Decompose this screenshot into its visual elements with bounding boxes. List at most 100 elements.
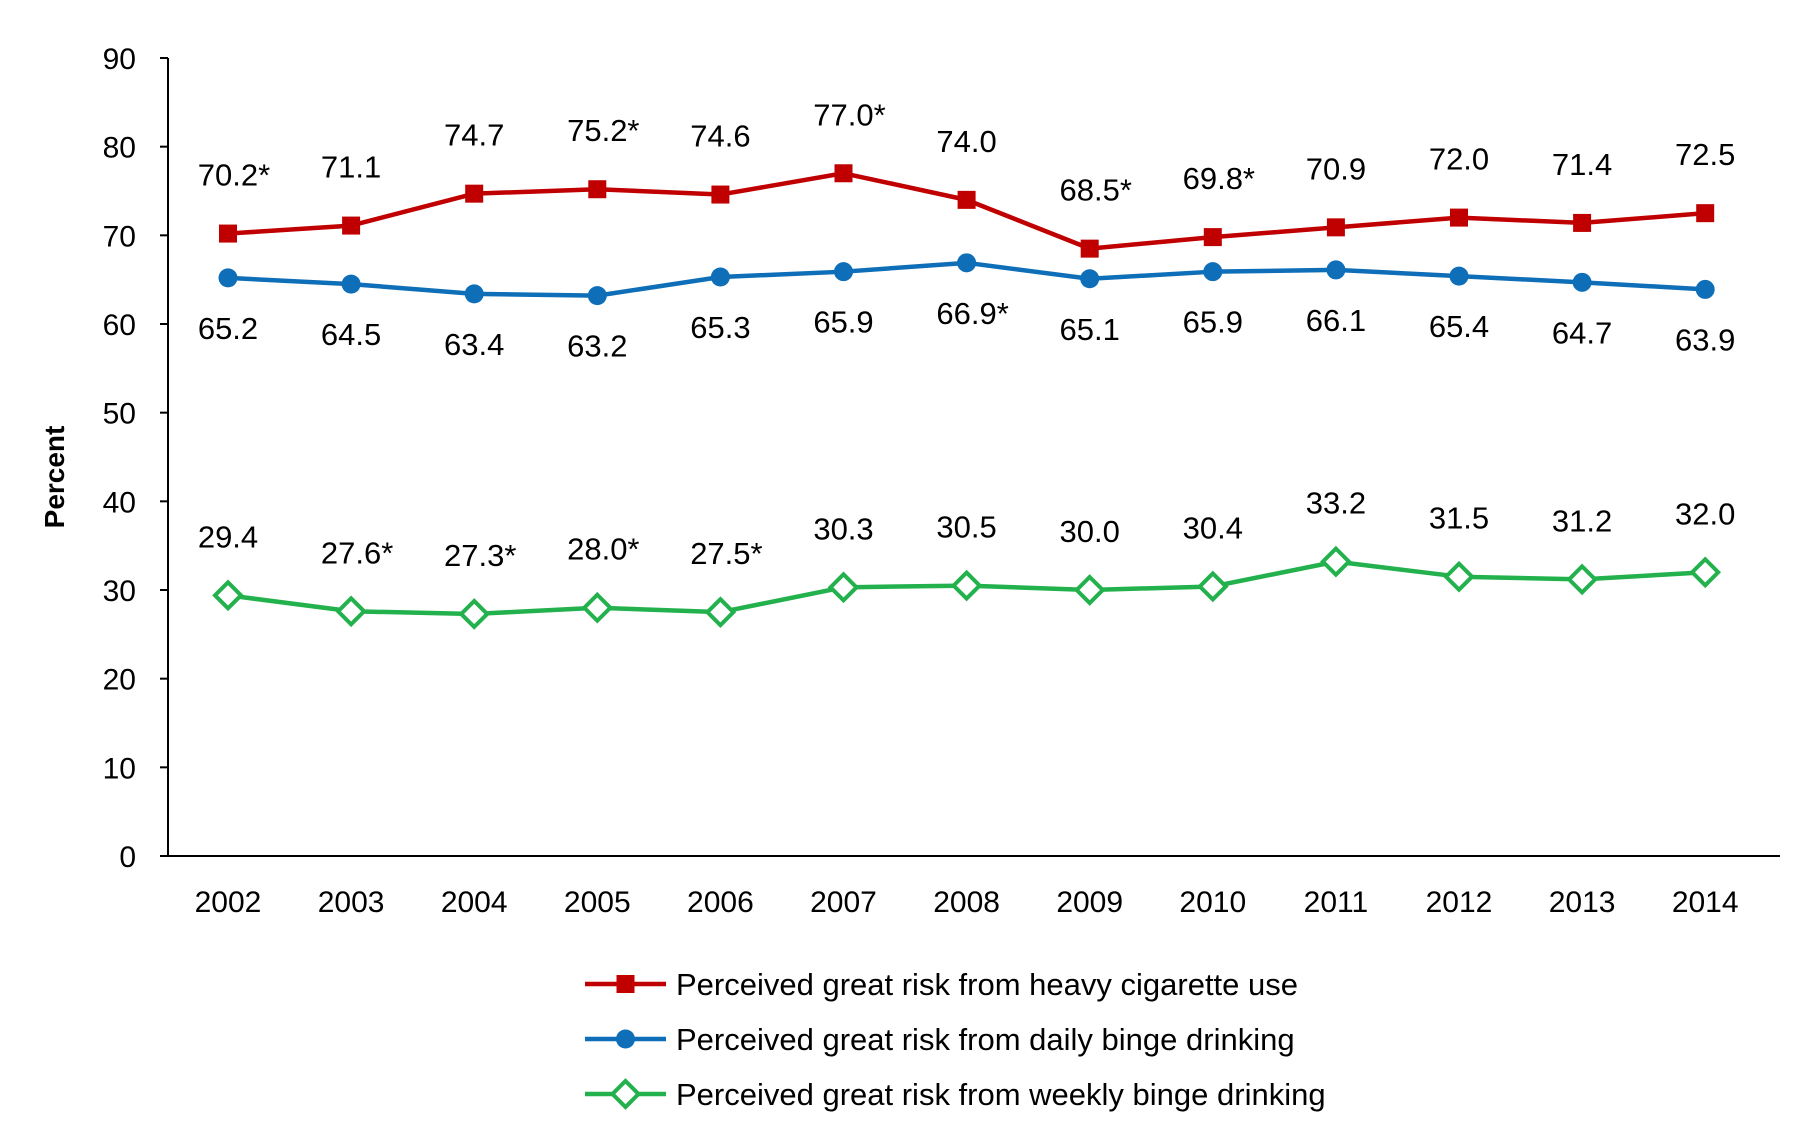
x-tick-label: 2009 <box>1056 886 1123 919</box>
series-markers <box>212 164 1722 630</box>
data-label: 65.2 <box>198 311 258 346</box>
data-point <box>1573 213 1592 232</box>
x-tick-label: 2012 <box>1426 886 1493 919</box>
data-label: 31.2 <box>1552 503 1612 538</box>
data-point <box>465 184 484 203</box>
data-label: 64.7 <box>1552 315 1612 350</box>
x-tick-label: 2014 <box>1672 886 1739 919</box>
y-tick-label: 70 <box>103 220 136 253</box>
data-point <box>458 598 491 630</box>
data-label: 65.9 <box>1183 305 1243 340</box>
data-label: 27.3* <box>444 538 516 573</box>
data-point <box>1443 560 1475 593</box>
data-point <box>827 571 860 604</box>
data-label: 30.5 <box>936 510 996 545</box>
y-tick-label: 10 <box>103 752 136 785</box>
data-label: 27.5* <box>690 536 762 571</box>
data-label: 64.5 <box>321 317 381 352</box>
data-label: 32.0 <box>1675 496 1735 531</box>
y-tick-label: 50 <box>103 398 136 431</box>
legend-label-1: Perceived great risk from heavy cigarett… <box>676 967 1298 1002</box>
data-label: 77.0* <box>813 97 885 132</box>
data-point <box>711 185 730 204</box>
data-label: 65.4 <box>1429 309 1489 344</box>
x-tick-label: 2010 <box>1179 886 1246 919</box>
data-label: 65.1 <box>1060 312 1120 347</box>
data-point <box>588 180 607 199</box>
data-point <box>704 596 737 628</box>
legend-marker-1 <box>616 975 635 993</box>
data-point <box>218 268 238 288</box>
data-point <box>1689 556 1722 589</box>
y-tick-label: 80 <box>103 132 136 165</box>
data-point <box>834 164 853 183</box>
y-axis-title: Percent <box>39 426 70 529</box>
x-tick-label: 2011 <box>1304 886 1369 919</box>
data-label: 71.4 <box>1552 147 1612 182</box>
x-tick-label: 2006 <box>687 886 754 919</box>
data-point <box>341 274 361 294</box>
data-point <box>1696 204 1715 223</box>
data-label: 33.2 <box>1306 486 1366 521</box>
data-label: 27.6* <box>321 535 393 570</box>
legend-label-2: Perceived great risk from daily binge dr… <box>676 1022 1295 1057</box>
data-point <box>1572 272 1592 292</box>
data-point <box>1073 574 1106 606</box>
x-tick-label: 2003 <box>318 886 385 919</box>
data-point <box>1695 279 1715 299</box>
data-point <box>464 284 484 304</box>
data-label: 29.4 <box>198 519 258 554</box>
data-point <box>834 262 853 282</box>
data-point <box>1326 218 1345 237</box>
data-label: 30.3 <box>813 511 873 546</box>
data-point <box>1450 208 1468 227</box>
y-tick-label: 20 <box>103 664 136 697</box>
data-label: 75.2* <box>567 113 639 148</box>
data-point <box>219 224 237 243</box>
data-point <box>1320 545 1352 578</box>
x-tick-label: 2008 <box>933 886 1000 919</box>
data-label: 30.4 <box>1183 510 1243 545</box>
data-label: 74.7 <box>444 118 504 153</box>
legend-label-3: Perceived great risk from weekly binge d… <box>676 1077 1326 1112</box>
data-label: 65.3 <box>690 310 750 345</box>
x-tick-label: 2005 <box>564 886 631 919</box>
data-label: 70.2* <box>198 158 270 193</box>
data-label: 68.5* <box>1059 173 1131 208</box>
data-label: 30.0 <box>1060 514 1120 549</box>
legend-marker-3 <box>609 1078 642 1110</box>
data-label: 74.6 <box>690 119 750 154</box>
data-label: 71.1 <box>321 150 381 185</box>
data-point <box>581 591 614 624</box>
data-point <box>1326 260 1346 280</box>
y-tick-label: 0 <box>119 841 136 874</box>
data-label: 28.0* <box>567 532 639 567</box>
data-label: 31.5 <box>1429 501 1489 536</box>
data-label: 72.0 <box>1429 142 1489 177</box>
y-tick-label: 40 <box>103 486 136 519</box>
data-label: 72.5 <box>1675 137 1735 172</box>
series-line-1 <box>227 171 1706 251</box>
data-point <box>1080 269 1100 289</box>
data-point <box>335 595 367 628</box>
x-tick-label: 2002 <box>195 886 262 919</box>
data-label: 69.8* <box>1183 161 1255 196</box>
x-tick-label: 2013 <box>1549 886 1616 919</box>
data-labels: 70.2* 71.1 74.7 75.2* 74.6 77.0* 74.0 68.5* 69.8… <box>198 97 1736 573</box>
legend: Perceived great risk from heavy cigarett… <box>585 967 1326 1112</box>
data-label: 74.0 <box>936 124 996 159</box>
data-point <box>587 286 607 306</box>
data-point <box>1449 266 1469 286</box>
y-tick-label: 90 <box>103 43 136 76</box>
x-tick-label: 2007 <box>810 886 877 919</box>
data-point <box>710 267 730 287</box>
data-label: 66.9* <box>936 296 1008 331</box>
y-tick-label: 30 <box>103 575 136 608</box>
y-tick-label: 60 <box>103 309 136 342</box>
data-label: 63.4 <box>444 327 504 362</box>
data-label: 65.9 <box>813 305 873 340</box>
data-point <box>1080 239 1099 258</box>
data-point <box>1566 563 1598 596</box>
data-label: 63.9 <box>1675 322 1735 357</box>
